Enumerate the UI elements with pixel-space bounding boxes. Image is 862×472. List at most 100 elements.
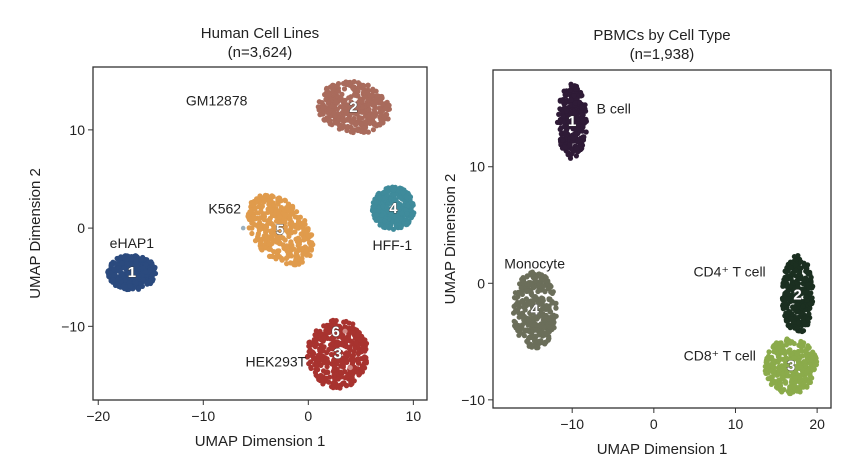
data-point: [330, 380, 336, 386]
y-tick-label: 10: [469, 159, 485, 175]
data-point: [547, 324, 553, 330]
data-point: [336, 341, 342, 347]
data-point: [807, 301, 814, 307]
data-point: [373, 199, 379, 205]
data-point: [794, 388, 800, 394]
data-point: [282, 212, 288, 218]
data-point: [373, 97, 380, 103]
data-point: [779, 388, 785, 394]
data-point: [317, 112, 323, 118]
data-point: [344, 338, 350, 344]
data-point: [377, 195, 383, 201]
data-point: [391, 198, 397, 204]
data-point: [133, 280, 139, 286]
data-point: [355, 127, 361, 134]
data-point: [373, 123, 380, 129]
data-point: [791, 319, 797, 325]
chart-title: PBMCs by Cell Type: [593, 27, 730, 44]
data-point: [579, 92, 585, 99]
data-point: [790, 304, 796, 310]
data-point: [354, 120, 360, 126]
data-point: [528, 289, 534, 295]
data-point: [334, 106, 340, 112]
data-point: [359, 98, 365, 104]
data-point: [111, 266, 117, 273]
data-point: [519, 322, 525, 328]
data-point: [806, 379, 812, 386]
data-point: [314, 373, 320, 379]
data-point: [353, 105, 359, 111]
data-point: [379, 117, 385, 123]
data-point: [390, 219, 396, 225]
data-point: [351, 79, 357, 85]
data-point: [346, 320, 352, 326]
data-point: [326, 346, 332, 353]
data-point: [240, 225, 246, 231]
data-point: [311, 355, 317, 362]
data-point: [366, 107, 372, 113]
data-point: [573, 86, 579, 92]
data-point: [777, 345, 783, 351]
data-point: [299, 259, 305, 265]
cluster-label: eHAP1: [110, 235, 155, 251]
data-point: [363, 360, 369, 366]
data-point: [343, 358, 349, 364]
data-point: [798, 310, 804, 317]
data-point: [280, 242, 286, 248]
cluster-label: K562: [208, 200, 241, 216]
data-point: [261, 217, 267, 223]
data-point: [335, 376, 341, 382]
data-point: [553, 305, 559, 311]
data-point: [771, 358, 777, 364]
data-point: [321, 117, 327, 123]
x-tick-label: 10: [728, 416, 744, 432]
data-point: [804, 269, 810, 275]
data-point: [246, 225, 252, 231]
data-point: [511, 303, 517, 309]
data-point: [353, 340, 359, 346]
data-point: [531, 284, 538, 290]
data-point: [338, 333, 344, 339]
data-point: [306, 361, 312, 367]
chart-title: Human Cell Lines: [201, 25, 319, 42]
data-point: [255, 234, 261, 240]
data-point: [362, 337, 368, 343]
data-point: [269, 253, 275, 259]
data-point: [349, 325, 355, 331]
data-point: [533, 327, 539, 333]
data-point: [562, 144, 568, 150]
cluster-label: HFF-1: [373, 237, 413, 253]
data-point: [793, 267, 799, 274]
data-point: [579, 104, 585, 111]
data-point: [249, 201, 256, 207]
data-point: [283, 205, 290, 211]
data-point: [323, 86, 330, 92]
data-point: [535, 338, 541, 345]
data-point: [270, 212, 276, 218]
data-point: [574, 145, 580, 151]
plot-frame: [92, 66, 428, 401]
data-point: [297, 239, 303, 245]
data-point: [366, 102, 372, 108]
data-point: [345, 373, 351, 379]
data-point: [337, 326, 343, 332]
data-point: [144, 280, 150, 286]
data-point: [361, 354, 368, 360]
data-point: [339, 360, 345, 366]
data-point: [258, 239, 264, 246]
x-tick-label: 10: [406, 408, 422, 424]
data-point: [580, 112, 586, 118]
data-point: [538, 321, 544, 327]
cluster-1: [105, 253, 159, 293]
cluster-3: [304, 317, 370, 391]
data-point: [519, 291, 526, 297]
data-point: [556, 111, 562, 117]
data-point: [121, 265, 127, 271]
x-tick-label: 20: [809, 416, 825, 432]
data-point: [549, 290, 556, 296]
data-point: [300, 251, 306, 257]
data-point: [124, 269, 130, 275]
data-point: [521, 333, 528, 339]
data-point: [771, 370, 777, 376]
data-point: [284, 261, 290, 267]
